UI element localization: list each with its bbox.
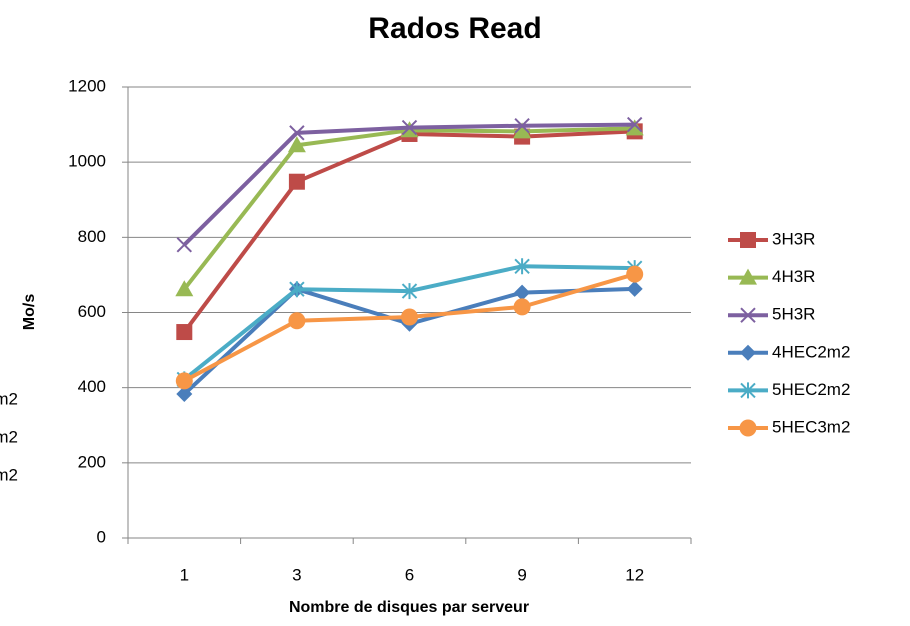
marker	[626, 116, 643, 133]
legend-label: 4HEC2m2	[772, 342, 850, 361]
x-tick-label: 9	[517, 565, 526, 584]
annotation: m2	[0, 389, 18, 408]
y-tick-label: 600	[78, 302, 106, 321]
marker	[289, 281, 305, 298]
annotation: m2	[0, 465, 18, 484]
marker	[287, 136, 306, 153]
y-tick-label: 400	[78, 377, 106, 396]
series	[175, 265, 644, 390]
series	[176, 123, 643, 341]
legend-item: 5H3R	[728, 305, 815, 324]
y-tick-label: 1000	[68, 152, 106, 171]
series	[175, 119, 644, 297]
marker	[740, 232, 756, 248]
legend-item: 3H3R	[728, 229, 815, 248]
chart-title: Rados Read	[368, 12, 541, 45]
y-tick-label: 800	[78, 227, 106, 246]
marker	[514, 258, 530, 275]
marker	[176, 324, 193, 341]
series-line	[182, 122, 635, 247]
marker	[289, 125, 305, 141]
y-tick-label: 0	[97, 527, 106, 546]
annotation: m2	[0, 427, 18, 446]
legend-item: 4HEC2m2	[728, 342, 850, 361]
x-axis-title: Nombre de disques par serveur	[289, 599, 529, 616]
marker	[288, 173, 305, 190]
y-tick-label: 1200	[68, 76, 106, 95]
marker	[740, 307, 756, 323]
legend-label: 5H3R	[772, 305, 815, 324]
marker	[175, 372, 193, 390]
marker	[739, 419, 757, 437]
marker	[513, 298, 531, 316]
marker	[401, 308, 418, 326]
marker	[401, 283, 418, 300]
y-tick-label: 200	[78, 452, 106, 471]
legend-label: 3H3R	[772, 229, 815, 248]
marker	[175, 280, 194, 297]
marker	[514, 284, 531, 301]
marker	[739, 268, 757, 285]
series	[176, 116, 643, 253]
legend-label: 4H3R	[772, 267, 815, 286]
marker	[740, 344, 756, 361]
marker	[401, 119, 418, 136]
marker	[288, 312, 306, 330]
series-line	[182, 129, 635, 334]
x-tick-label: 12	[625, 565, 644, 584]
x-tick-label: 1	[180, 565, 189, 584]
marker	[176, 386, 193, 403]
series-line	[182, 286, 635, 396]
legend-item: 5HEC2m2	[728, 380, 850, 399]
x-tick-label: 3	[292, 565, 301, 584]
y-axis-title: Mo/s	[21, 294, 38, 331]
legend-label: 5HEC3m2	[772, 417, 850, 436]
marker	[740, 382, 756, 399]
marker	[625, 119, 644, 136]
marker	[176, 237, 193, 253]
marker	[513, 122, 532, 139]
marker	[626, 280, 643, 297]
x-tick-label: 6	[405, 565, 414, 584]
legend-item: 4H3R	[728, 267, 815, 286]
legend-item: 5HEC3m2	[728, 417, 850, 437]
legend-label: 5HEC2m2	[772, 380, 850, 399]
marker	[514, 118, 530, 134]
marker	[626, 265, 644, 283]
